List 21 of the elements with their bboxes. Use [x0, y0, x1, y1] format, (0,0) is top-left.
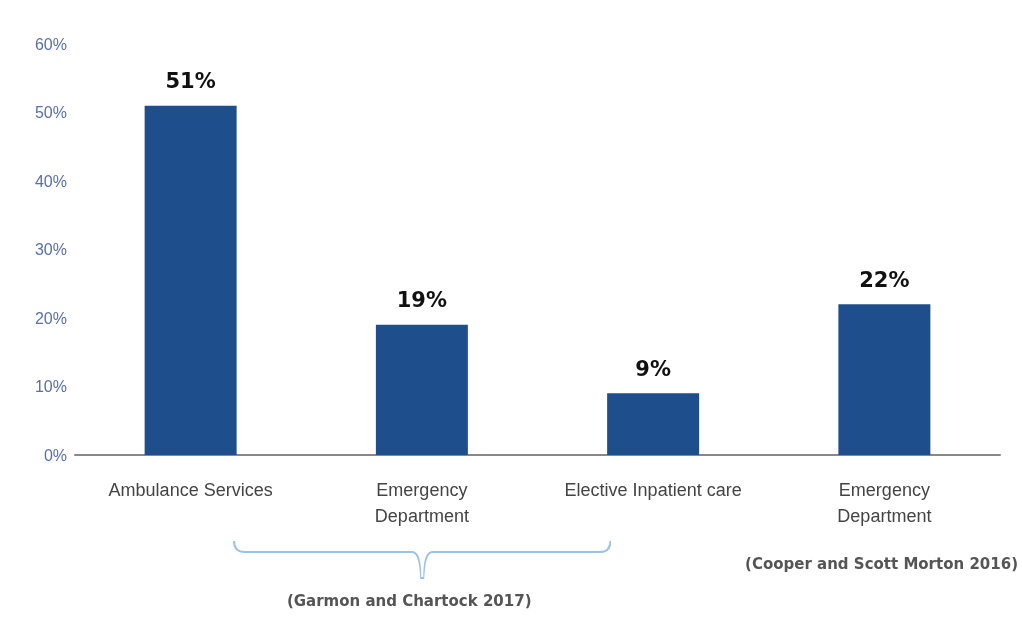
x-tick-label: Elective Inpatient care [564, 480, 742, 500]
bar [607, 393, 700, 455]
data-label: 51% [165, 69, 216, 94]
y-tick-label: 50% [34, 104, 67, 121]
x-tick-label: Emergency Department [837, 480, 932, 526]
data-label: 9% [635, 356, 671, 381]
y-tick-label: 30% [34, 241, 67, 258]
text: (Cooper and Scott Morton 2016) [745, 554, 1018, 573]
x-tick-label: Emergency Department [374, 480, 469, 526]
data-label: 19% [396, 288, 448, 313]
y-tick-label: 40% [34, 172, 67, 190]
bar [838, 304, 931, 455]
data-label: 22% [859, 267, 910, 292]
y-tick-label: 20% [34, 309, 67, 327]
text: (Garmon and Chartock 2017) [286, 591, 532, 610]
bar [144, 105, 237, 455]
x-tick-label: Ambulance Services [108, 480, 273, 500]
bar [375, 324, 468, 455]
y-tick-label: 0% [43, 446, 67, 464]
y-tick-label: 10% [34, 378, 67, 395]
y-tick-label: 60% [34, 35, 67, 53]
